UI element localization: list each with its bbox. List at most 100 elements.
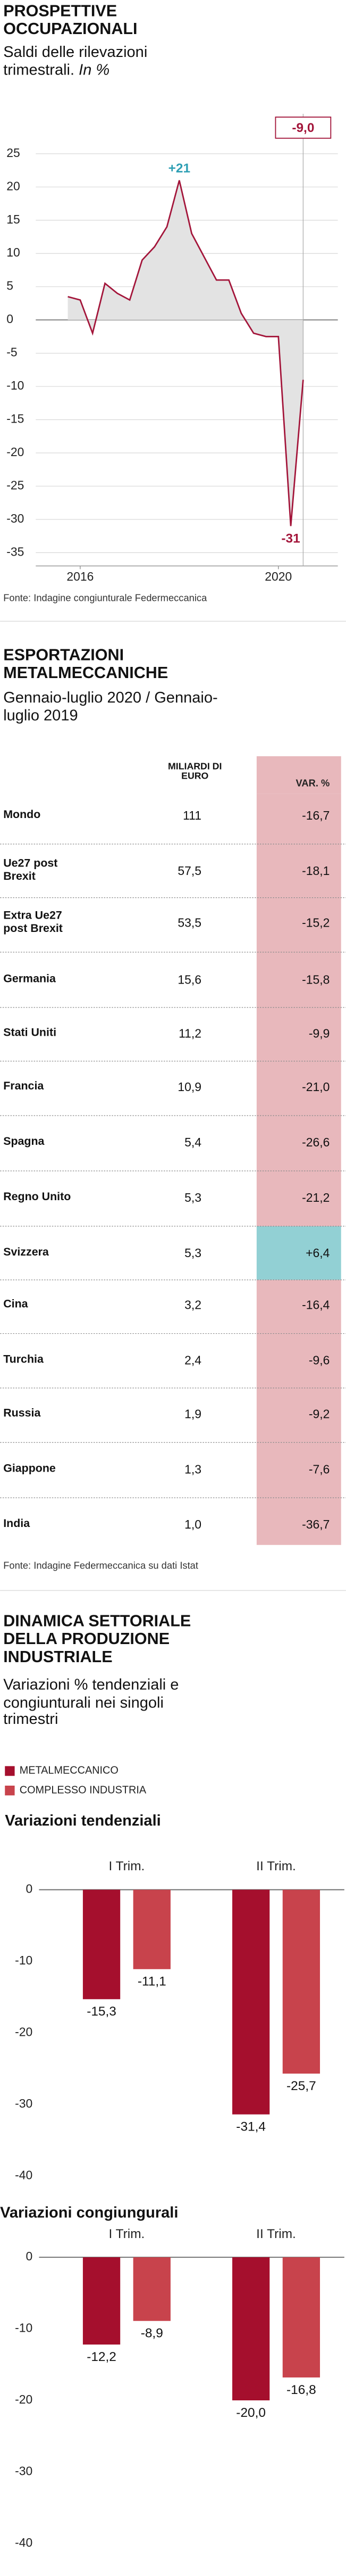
y-tick-label: 25 (6, 146, 20, 160)
var-cell (256, 1171, 341, 1226)
row-label: Extra Ue27 post Brexit (3, 911, 63, 935)
row-label: Ue27 post Brexit (3, 858, 58, 884)
bar (133, 1889, 171, 1969)
row-label: India (3, 1519, 30, 1531)
data-label: +21 (168, 161, 190, 176)
area (67, 180, 303, 526)
row-label: Regno Unito (3, 1192, 71, 1204)
x-tick-label: 2020 (265, 569, 292, 583)
row-label-box: Turchia (3, 1355, 44, 1366)
cell-value: 111 (183, 808, 201, 822)
row-label: Russia (3, 1408, 41, 1420)
y-tick-label: 0 (6, 312, 13, 326)
row-label: Giappone (3, 1464, 56, 1475)
y-tick-label: -25 (6, 478, 24, 492)
y-tick-label: -30 (15, 2464, 32, 2478)
row-label-box: Regno Unito (3, 1192, 71, 1204)
cell-var: -9,2 (309, 1407, 330, 1421)
y-tick-label: -10 (15, 1953, 32, 1967)
chart-title: DINAMICA SETTORIALE DELLA PRODUZIONE IND… (3, 1613, 191, 1668)
callout-box (275, 117, 332, 139)
cell-value: 1,9 (184, 1407, 201, 1421)
y-tick-label: -20 (6, 445, 24, 459)
callout-label: -9,0 (292, 121, 314, 135)
table-title: ESPORTAZIONI METALMECCANICHE (3, 647, 168, 683)
row-label-box: Ue27 post Brexit (3, 858, 58, 884)
cell-value: 5,3 (184, 1191, 201, 1204)
x-tick-label: 2016 (66, 569, 94, 583)
table-subtitle: Gennaio-luglio 2020 / Gennaio-luglio 201… (3, 691, 218, 725)
cell-value: 11,2 (179, 1026, 201, 1040)
cell-var: -16,4 (302, 1298, 330, 1312)
var-cell (256, 897, 341, 953)
row-label: Spagna (3, 1137, 45, 1149)
y-tick-label: 15 (6, 212, 20, 226)
legend-label: METALMECCANICO (20, 1765, 119, 1777)
bar (82, 2257, 121, 2345)
row-label: Stati Uniti (3, 1028, 57, 1039)
data-label: -31 (281, 531, 300, 546)
row-label-box: Svizzera (3, 1247, 49, 1259)
chart-title-box: DINAMICA SETTORIALE DELLA PRODUZIONE IND… (3, 1613, 191, 1668)
cell-var: -15,8 (302, 973, 330, 987)
cell-var: -26,6 (302, 1135, 330, 1149)
row-label: Svizzera (3, 1247, 49, 1259)
data-label: -31,4 (236, 2120, 266, 2134)
cell-var: -16,7 (302, 808, 330, 822)
chart-subtitle: Variazioni % tendenziali e congiunturali… (3, 1678, 179, 1729)
row-label: Mondo (3, 810, 41, 822)
row-label-box: Cina (3, 1300, 28, 1311)
category-label: II Trim. (256, 1859, 296, 1873)
var-cell (256, 952, 341, 1008)
y-tick-label: -5 (6, 345, 17, 359)
cell-value: 5,4 (184, 1135, 201, 1149)
var-cell (256, 1498, 341, 1545)
y-tick-label: -40 (15, 2536, 32, 2549)
header-cell (256, 756, 341, 794)
legend-swatch (5, 1786, 15, 1796)
row-label-box: Germania (3, 974, 56, 986)
cell-value: 5,3 (184, 1246, 201, 1260)
legend-label: COMPLESSO INDUSTRIA (20, 1784, 147, 1796)
var-cell (256, 1388, 341, 1443)
category-label: II Trim. (256, 2227, 296, 2241)
column-header: VAR. % (296, 778, 330, 789)
row-label-box: Giappone (3, 1464, 56, 1475)
bar (232, 2257, 270, 2400)
var-cell (256, 1333, 341, 1388)
var-cell (256, 1279, 341, 1334)
var-cell (256, 794, 341, 844)
cell-var: +6,4 (306, 1246, 330, 1260)
row-label-box: Stati Uniti (3, 1028, 57, 1039)
row-label: Germania (3, 974, 56, 986)
var-cell (256, 1116, 341, 1171)
row-label-box: Francia (3, 1081, 44, 1093)
chart-title: PROSPETTIVE OCCUPAZIONALI (3, 3, 138, 39)
row-label: Francia (3, 1081, 44, 1093)
cell-value: 1,3 (184, 1462, 201, 1476)
data-label: -25,7 (286, 2079, 316, 2093)
row-label-box: Mondo (3, 810, 41, 822)
bar (282, 2257, 320, 2377)
y-tick-label: 0 (26, 1882, 32, 1896)
category-label: I Trim. (108, 1859, 145, 1873)
y-tick-label: -30 (15, 2096, 32, 2110)
y-tick-label: -20 (15, 2392, 32, 2406)
cell-var: -9,6 (309, 1353, 330, 1367)
row-label-box: Russia (3, 1408, 41, 1420)
data-label: -20,0 (236, 2406, 266, 2420)
cell-var: -18,1 (302, 864, 330, 878)
data-label: -15,3 (87, 2004, 116, 2019)
y-tick-label: -10 (6, 378, 24, 392)
var-cell (256, 1007, 341, 1061)
bar (82, 1889, 121, 2000)
row-label-box: Spagna (3, 1137, 45, 1149)
bar (282, 1889, 320, 2074)
cell-var: -15,2 (302, 916, 330, 930)
category-label: I Trim. (108, 2227, 145, 2241)
row-label-box: India (3, 1519, 30, 1531)
cell-value: 15,6 (178, 973, 201, 987)
cell-var: -21,0 (302, 1080, 330, 1094)
data-label: -11,1 (138, 1975, 166, 1989)
